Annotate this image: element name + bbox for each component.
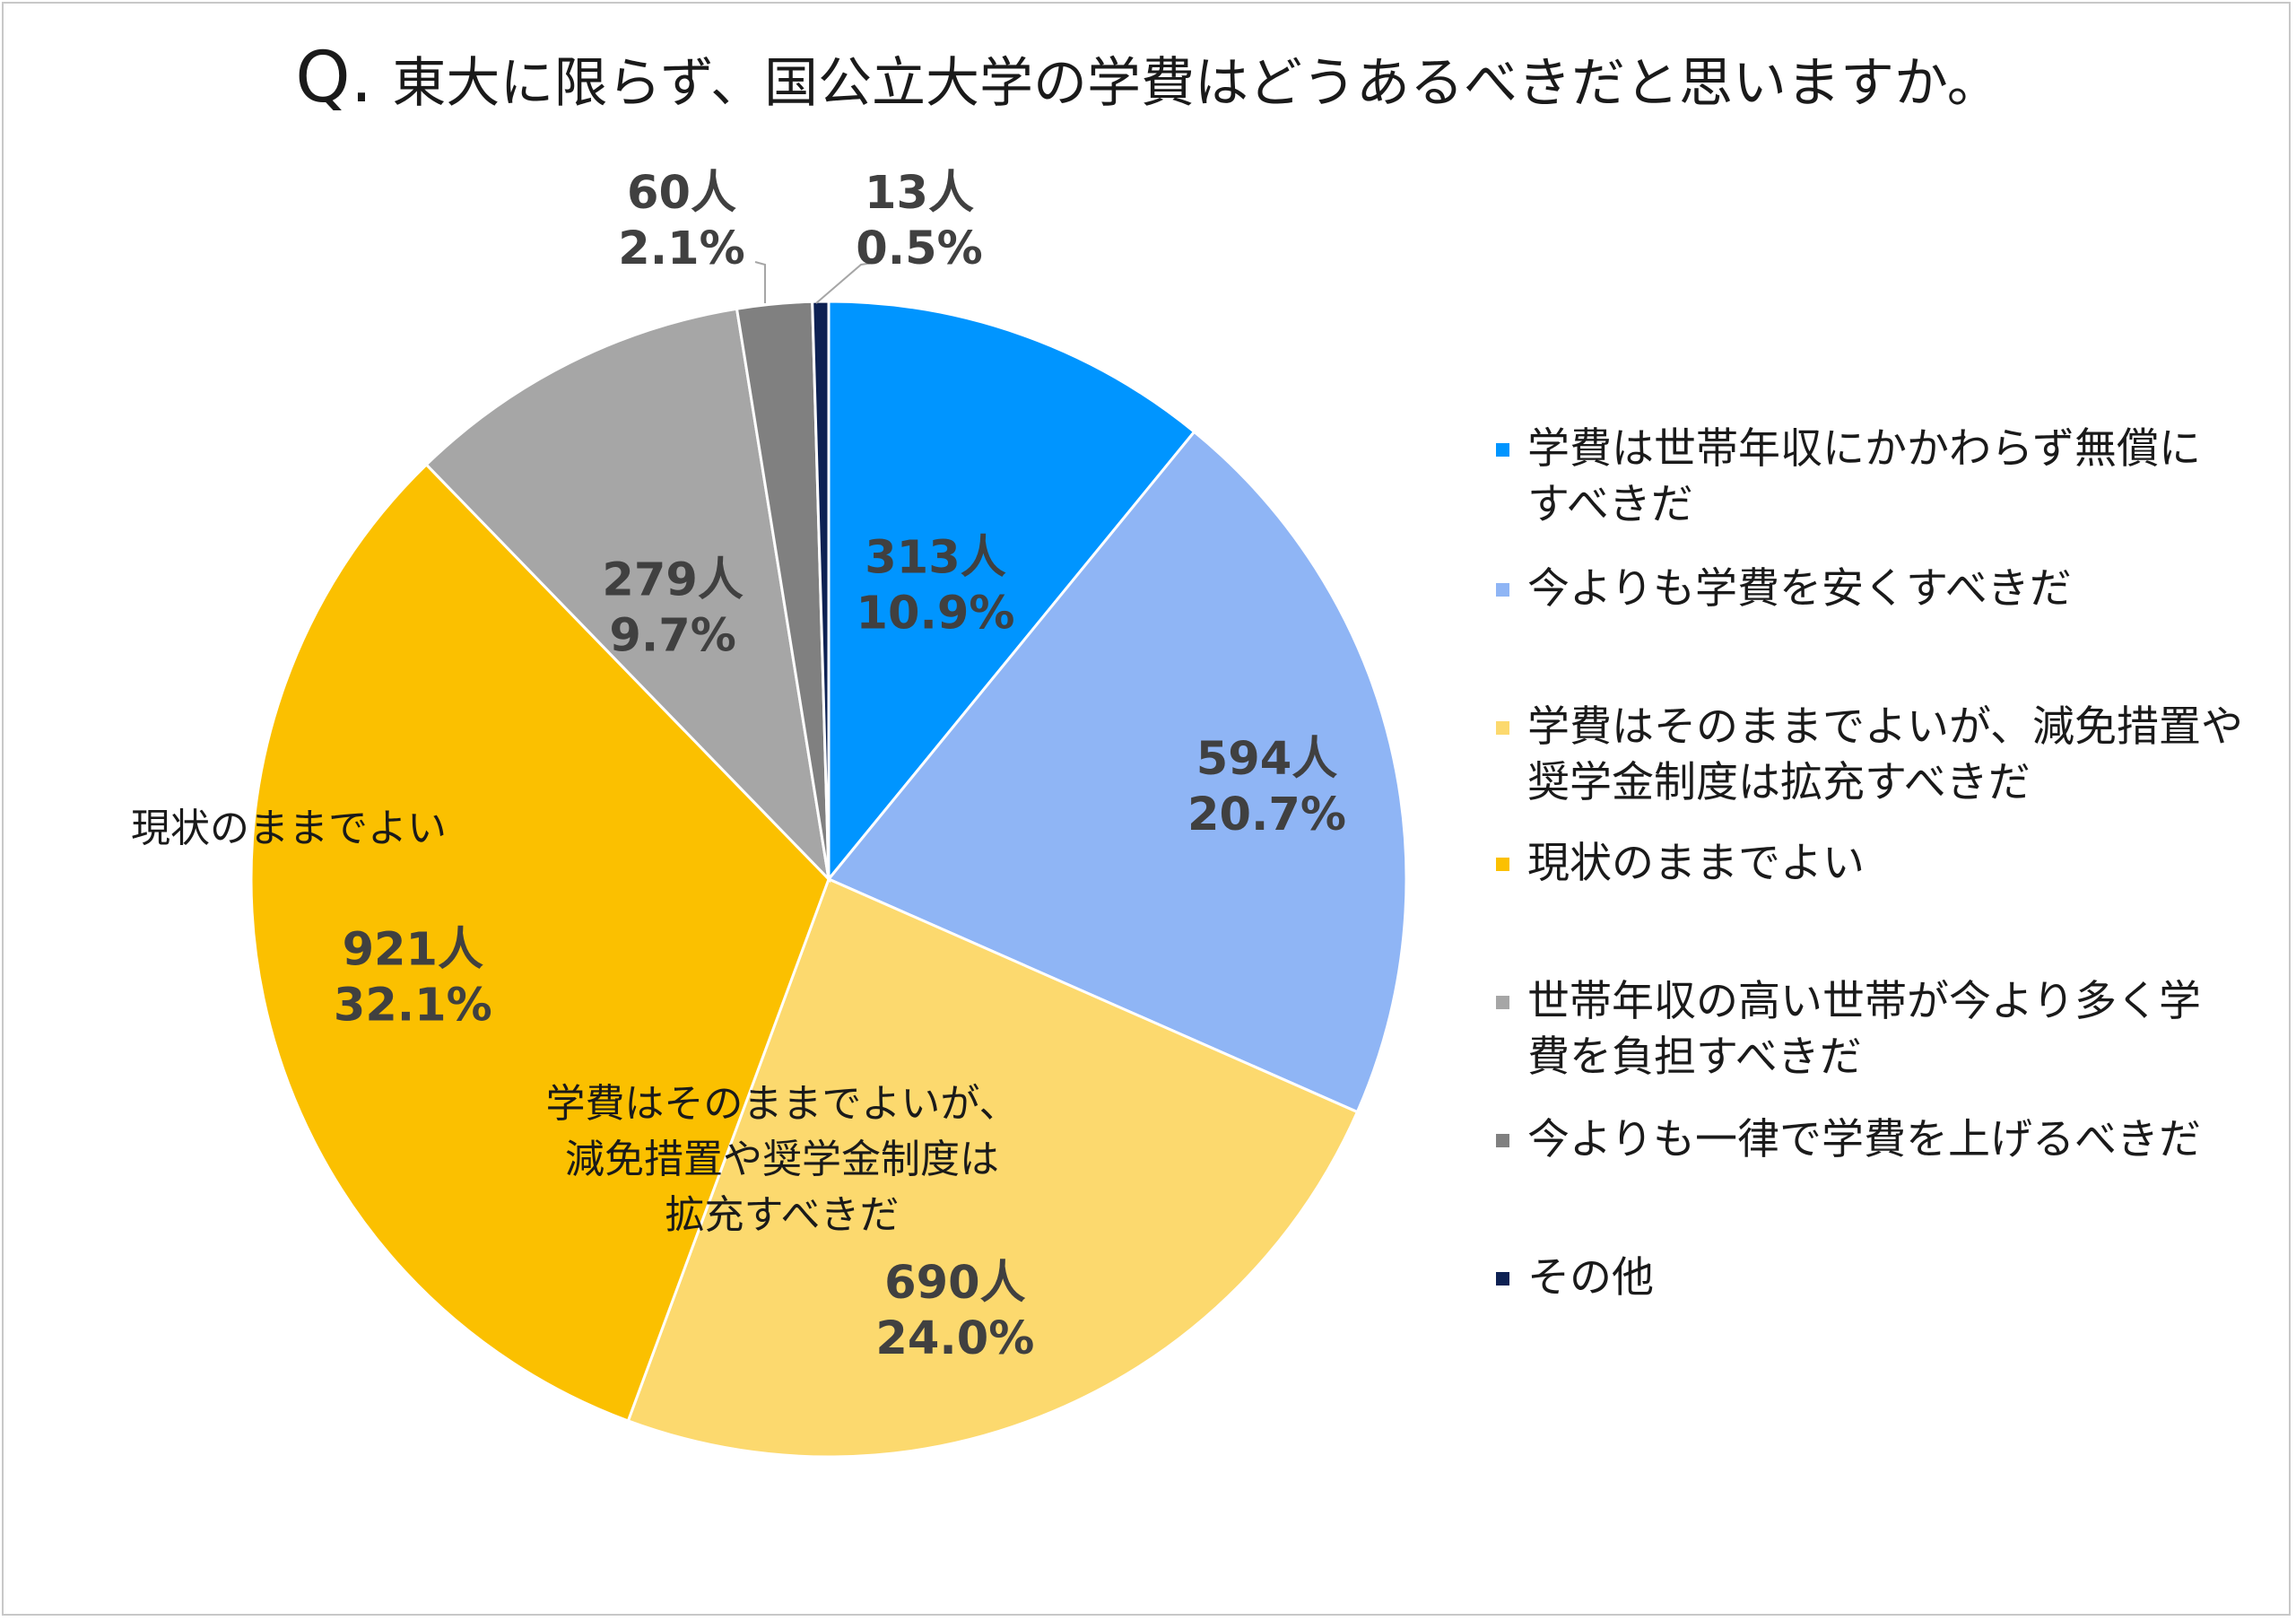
legend-item-4: 世帯年収の高い世帯が今より多く学 費を負担すべきだ bbox=[1496, 974, 2245, 1085]
legend-label-0: 学費は世帯年収にかかわらず無償に すべきだ bbox=[1527, 424, 2202, 529]
data-label-2: 690人 24.0% bbox=[875, 1257, 1034, 1365]
pie-slice-3 bbox=[249, 462, 831, 1423]
leader-line-5 bbox=[754, 261, 766, 303]
legend-swatch-3 bbox=[1496, 858, 1509, 871]
legend-label-1: 今よりも学費を安くすべきだ bbox=[1527, 564, 2072, 614]
data-label-5: 60人 2.1% bbox=[618, 167, 744, 275]
legend-item-1: 今よりも学費を安くすべきだ bbox=[1496, 562, 2245, 617]
leader-line-6 bbox=[815, 261, 880, 304]
chart-title: Q. 東大に限らず、国公立大学の学費はどうあるべきだと思いますか。 bbox=[0, 38, 2296, 118]
data-label-1: 594人 20.7% bbox=[1187, 733, 1346, 841]
legend-swatch-6 bbox=[1496, 1272, 1509, 1285]
data-label-4: 279人 9.7% bbox=[602, 553, 743, 662]
legend-swatch-5 bbox=[1496, 1134, 1509, 1147]
pie-slice-4 bbox=[424, 307, 831, 884]
legend-swatch-2 bbox=[1496, 721, 1509, 735]
legend-swatch-4 bbox=[1496, 996, 1509, 1009]
category-label-3: 現状のままでよい bbox=[131, 806, 447, 851]
legend-swatch-1 bbox=[1496, 583, 1509, 597]
legend-label-6: その他 bbox=[1527, 1253, 1654, 1303]
data-label-3: 921人 32.1% bbox=[334, 924, 492, 1033]
legend-label-3: 現状のままでよい bbox=[1527, 839, 1865, 888]
question-marker: Q. bbox=[295, 38, 373, 118]
data-label-6: 13人 0.5% bbox=[856, 167, 982, 275]
legend-item-3: 現状のままでよい bbox=[1496, 836, 2245, 892]
question-text: 東大に限らず、国公立大学の学費はどうあるべきだと思いますか。 bbox=[392, 52, 2001, 115]
legend-swatch-0 bbox=[1496, 443, 1509, 457]
legend-item-5: 今よりも一律で学費を上げるべきだ bbox=[1496, 1112, 2245, 1168]
legend-label-5: 今よりも一律で学費を上げるべきだ bbox=[1527, 1115, 2202, 1164]
legend-item-6: その他 bbox=[1496, 1251, 2245, 1306]
data-label-0: 313人 10.9% bbox=[857, 531, 1015, 640]
pie-slice-2 bbox=[626, 876, 1360, 1459]
legend-label-2: 学費はそのままでよいが、減免措置や 奨学金制度は拡充すべきだ bbox=[1527, 702, 2244, 807]
category-label-2: 学費はそのままでよいが、減免措置や奨学金制度は拡充すべきだ bbox=[545, 1081, 1018, 1238]
legend-item-0: 学費は世帯年収にかかわらず無償に すべきだ bbox=[1496, 422, 2245, 533]
pie-slice-6 bbox=[811, 300, 831, 880]
legend-label-4: 世帯年収の高い世帯が今より多く学 費を負担すべきだ bbox=[1527, 977, 2202, 1082]
pie-slice-0 bbox=[827, 300, 1196, 884]
legend-item-2: 学費はそのままでよいが、減免措置や 奨学金制度は拡充すべきだ bbox=[1496, 700, 2245, 811]
